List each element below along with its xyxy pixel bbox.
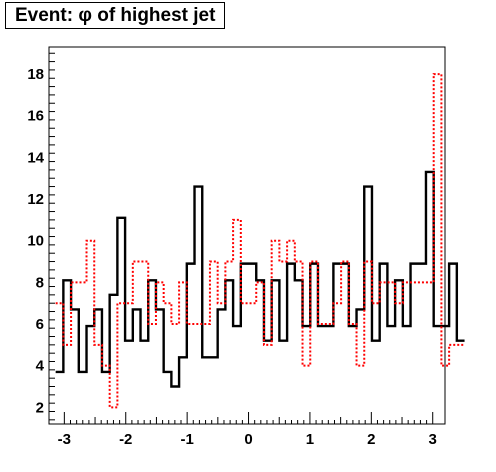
y-tick-label: 6 [36,316,44,333]
y-tick-label: 12 [27,191,44,208]
y-tick-label: 14 [27,149,44,166]
series-solid-line [55,170,465,388]
y-tick-label: 4 [36,358,45,375]
chart-title: Event: φ of highest jet [5,2,226,29]
x-tick-label: 0 [244,431,252,448]
x-tick-label: 3 [429,431,437,448]
x-tick-label: -1 [180,431,193,448]
y-tick-label: 18 [27,66,44,83]
x-tick-label: 2 [367,431,375,448]
y-tick-label: 8 [36,274,44,291]
y-tick-label: 16 [27,108,44,125]
y-tick-label: 2 [36,399,44,416]
x-tick-label: -2 [119,431,132,448]
x-tick-label: 1 [306,431,314,448]
y-tick-label: 10 [27,233,44,250]
x-tick-label: -3 [58,431,71,448]
series-layer [55,73,465,409]
plot-frame [48,46,446,425]
